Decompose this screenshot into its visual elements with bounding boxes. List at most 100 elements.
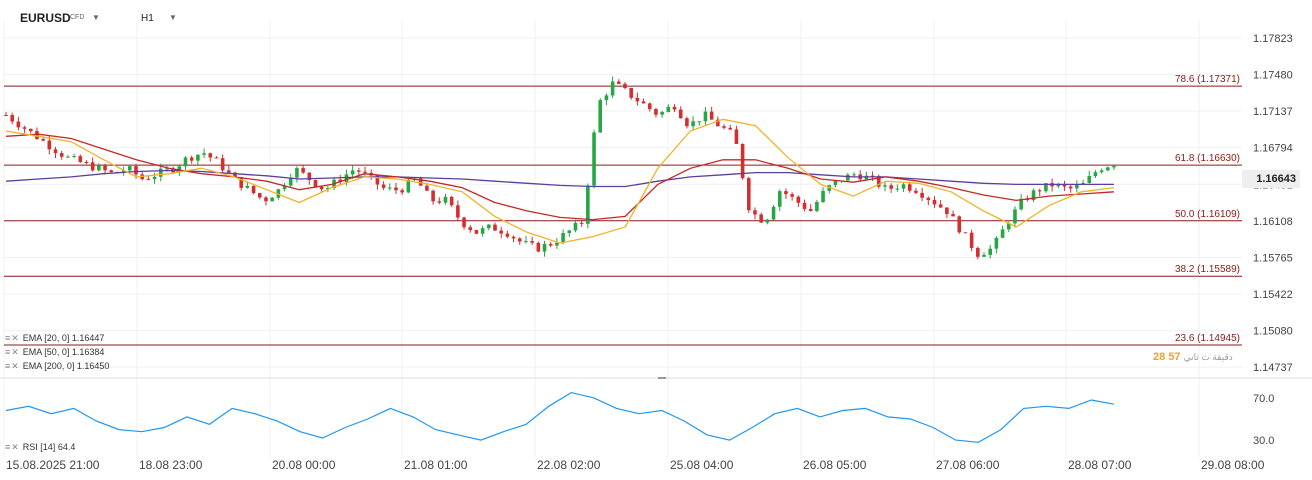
candle-body — [97, 165, 101, 171]
candle-body — [901, 184, 906, 189]
rsi-line — [5, 391, 1115, 443]
candle-body — [480, 228, 485, 234]
fib-label: 38.2 (1.15589) — [1175, 264, 1240, 275]
candle-body — [1062, 183, 1067, 187]
candle-body — [635, 97, 640, 102]
candle-body — [579, 222, 584, 224]
countdown-text: دقيقة ث ثاني — [1183, 352, 1233, 362]
candle-body — [53, 149, 58, 154]
candle-body — [641, 101, 646, 104]
symbol-name[interactable]: EURUSD — [20, 11, 71, 25]
candle-body — [357, 170, 361, 172]
timeframe-selector[interactable]: H1 — [141, 13, 154, 24]
candle-body — [456, 205, 460, 218]
ema200-label: EMA [200, 0] 1.16450 — [22, 361, 110, 371]
candle-body — [994, 237, 999, 249]
candle-body — [16, 121, 21, 128]
candle-body — [468, 227, 473, 231]
candle-body — [381, 184, 386, 188]
candle-body — [1031, 190, 1036, 201]
indicator-legend-ema200[interactable]: ≡✕ EMA [200, 0] 1.16450 — [5, 361, 109, 372]
fib-label: 78.6 (1.17371) — [1175, 74, 1240, 85]
indicator-menu-icon[interactable]: ≡✕ — [5, 333, 20, 343]
candle-body — [499, 230, 503, 234]
candle-body — [363, 171, 367, 173]
candle-body — [375, 175, 380, 185]
candle-body — [443, 196, 448, 203]
candle-body — [555, 242, 559, 246]
candle-body — [425, 185, 429, 191]
candle-body — [660, 111, 664, 115]
candle-body — [214, 157, 219, 159]
countdown-minutes: 28 — [1153, 351, 1166, 363]
y-tick-label: 1.17480 — [1253, 69, 1293, 81]
candle-body — [183, 157, 188, 167]
candle-body — [400, 190, 404, 193]
x-tick-label: 25.08 04:00 — [670, 458, 734, 472]
candle-body — [821, 190, 825, 203]
candle-body — [177, 166, 182, 173]
candle-body — [796, 196, 801, 203]
candle-body — [988, 248, 993, 255]
candle-body — [59, 153, 64, 157]
y-tick-label: 1.15080 — [1253, 326, 1293, 338]
candle-body — [295, 168, 299, 178]
timeframe-dropdown-icon[interactable]: ▼ — [169, 13, 177, 22]
candle-body — [1075, 184, 1079, 189]
candle-body — [610, 81, 615, 96]
x-tick-label: 21.08 01:00 — [404, 458, 468, 472]
indicator-menu-icon[interactable]: ≡✕ — [5, 361, 20, 371]
candle-body — [815, 202, 819, 212]
candle-body — [301, 168, 305, 173]
candle-body — [666, 106, 671, 112]
candle-body — [691, 121, 695, 127]
candle-body — [685, 118, 689, 127]
candle-body — [969, 232, 974, 248]
candle-body — [72, 156, 76, 158]
countdown-seconds: 57 — [1168, 351, 1181, 363]
ema20-line — [5, 118, 1115, 244]
symbol-dropdown-icon[interactable]: ▼ — [92, 13, 100, 22]
indicator-menu-icon[interactable]: ≡✕ — [5, 442, 20, 452]
candle-body — [28, 128, 33, 132]
candle-body — [121, 170, 126, 173]
candle-body — [703, 111, 708, 122]
candle-body — [487, 224, 491, 229]
candle-body — [586, 185, 590, 224]
candle-body — [982, 254, 986, 257]
candle-body — [722, 126, 726, 128]
candle-body — [876, 176, 881, 187]
candle-body — [505, 233, 510, 237]
candle-body — [35, 131, 39, 140]
rsi-label: RSI [14] 64.4 — [22, 442, 76, 452]
candle-body — [957, 216, 962, 233]
candle-body — [90, 162, 95, 171]
candle-body — [1112, 165, 1116, 168]
candle-body — [493, 224, 497, 231]
candle-body — [777, 191, 782, 207]
candle-body — [907, 184, 912, 191]
candle-body — [78, 156, 83, 163]
candle-body — [746, 178, 751, 211]
indicator-legend-ema20[interactable]: ≡✕ EMA [20, 0] 1.16447 — [5, 333, 104, 344]
candle-body — [784, 191, 788, 195]
candle-body — [326, 188, 330, 190]
y-tick-label: 1.17137 — [1253, 106, 1293, 118]
candle-body — [251, 185, 256, 194]
candle-body — [938, 204, 943, 208]
candle-body — [889, 185, 893, 189]
y-tick-label: 1.16794 — [1253, 143, 1293, 155]
candle-body — [282, 185, 287, 190]
candle-body — [47, 140, 52, 150]
candle-body — [220, 158, 225, 171]
candle-body — [431, 190, 435, 202]
indicator-legend-rsi[interactable]: ≡✕ RSI [14] 64.4 — [5, 442, 75, 453]
candle-body — [41, 139, 45, 141]
fib-label: 23.6 (1.14945) — [1175, 333, 1240, 344]
candle-body — [406, 180, 411, 193]
candle-body — [264, 197, 268, 202]
indicator-legend-ema50[interactable]: ≡✕ EMA [50, 0] 1.16384 — [5, 347, 104, 358]
indicator-menu-icon[interactable]: ≡✕ — [5, 347, 20, 357]
candle-body — [462, 217, 466, 228]
